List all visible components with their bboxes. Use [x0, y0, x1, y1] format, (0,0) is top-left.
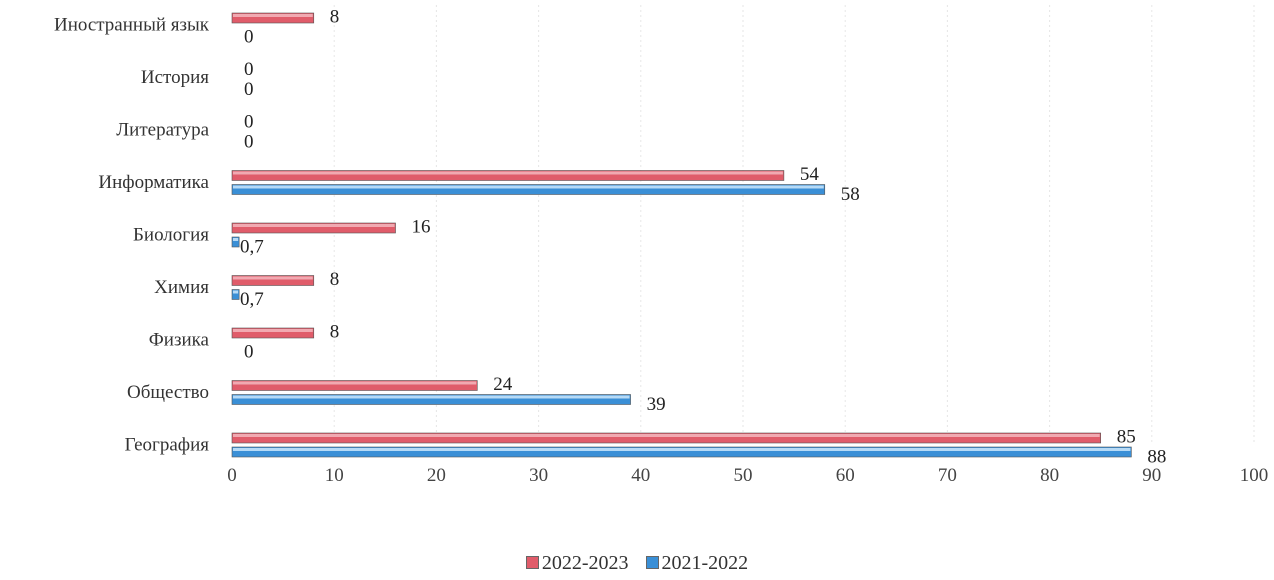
bar-highlight-2022-2023 [233, 171, 783, 175]
bar-highlight-2021-2022 [233, 238, 239, 241]
x-tick-label: 70 [938, 465, 957, 486]
value-label: 8 [330, 6, 340, 27]
value-label: 0,7 [240, 236, 264, 257]
value-label: 0 [244, 26, 254, 47]
bar-2021-2022 [231, 446, 1132, 458]
x-tick-label: 0 [227, 465, 237, 486]
category-label: История [141, 67, 209, 88]
value-label: 88 [1147, 446, 1166, 467]
legend-label-2022-2023: 2022-2023 [541, 552, 629, 574]
bar-highlight-2021-2022 [233, 448, 1131, 451]
value-label: 8 [330, 269, 340, 290]
x-tick-label: 80 [1040, 465, 1059, 486]
value-label: 0 [244, 341, 254, 362]
value-label: 0 [244, 131, 254, 152]
bar-2021-2022 [231, 394, 631, 405]
bar-2022-2023 [231, 380, 478, 391]
x-tick-label: 60 [836, 465, 855, 486]
value-label: 8 [330, 321, 340, 342]
category-label: География [125, 434, 210, 455]
category-label: Физика [149, 329, 210, 350]
category-label: Информатика [98, 172, 209, 193]
x-tick-label: 40 [631, 465, 650, 486]
x-tick-label: 30 [529, 465, 548, 486]
value-label: 16 [412, 216, 431, 237]
bar-2021-2022 [231, 289, 240, 300]
bar-2022-2023 [231, 327, 315, 339]
bar-highlight-2022-2023 [233, 14, 313, 17]
category-label: Биология [133, 224, 209, 245]
category-label: Химия [154, 277, 209, 298]
value-label: 58 [841, 184, 860, 205]
bar-highlight-2021-2022 [233, 395, 630, 399]
bar-highlight-2022-2023 [233, 329, 313, 332]
value-label: 39 [647, 394, 666, 415]
value-label: 54 [800, 164, 820, 185]
bar-highlight-2022-2023 [233, 434, 1100, 437]
bar-2021-2022 [231, 236, 240, 248]
bar-highlight-2021-2022 [233, 185, 824, 189]
value-label: 85 [1117, 426, 1136, 447]
x-tick-label: 50 [734, 465, 753, 486]
x-tick-label: 20 [427, 465, 446, 486]
x-tick-label: 100 [1240, 465, 1269, 486]
value-label: 24 [493, 374, 513, 395]
value-label: 0 [244, 79, 254, 100]
legend-label-2021-2022: 2021-2022 [661, 552, 749, 574]
value-label: 0 [244, 59, 254, 80]
x-tick-label: 10 [325, 465, 344, 486]
bar-2022-2023 [231, 170, 785, 181]
x-tick-label: 90 [1142, 465, 1161, 486]
value-label: 0 [244, 111, 254, 132]
category-label: Литература [116, 119, 209, 140]
bar-highlight-2022-2023 [233, 276, 313, 280]
bar-highlight-2022-2023 [233, 381, 477, 385]
legend-item-2022-2023: 2022-2023 [525, 552, 629, 575]
bar-2022-2023 [231, 222, 396, 234]
bar-2022-2023 [231, 432, 1102, 444]
category-label: Общество [127, 382, 209, 403]
bar-highlight-2021-2022 [233, 290, 239, 294]
legend-item-2021-2022: 2021-2022 [645, 552, 749, 575]
legend: 2022-2023 2021-2022 [0, 552, 1274, 575]
bar-2021-2022 [231, 184, 826, 195]
legend-swatch-2022-2023 [525, 556, 539, 569]
bar-2022-2023 [231, 12, 315, 24]
category-label: Иностранный язык [54, 14, 210, 35]
bar-2022-2023 [231, 275, 315, 286]
legend-swatch-2021-2022 [645, 556, 659, 569]
bar-highlight-2022-2023 [233, 224, 395, 227]
value-label: 0,7 [240, 289, 264, 310]
